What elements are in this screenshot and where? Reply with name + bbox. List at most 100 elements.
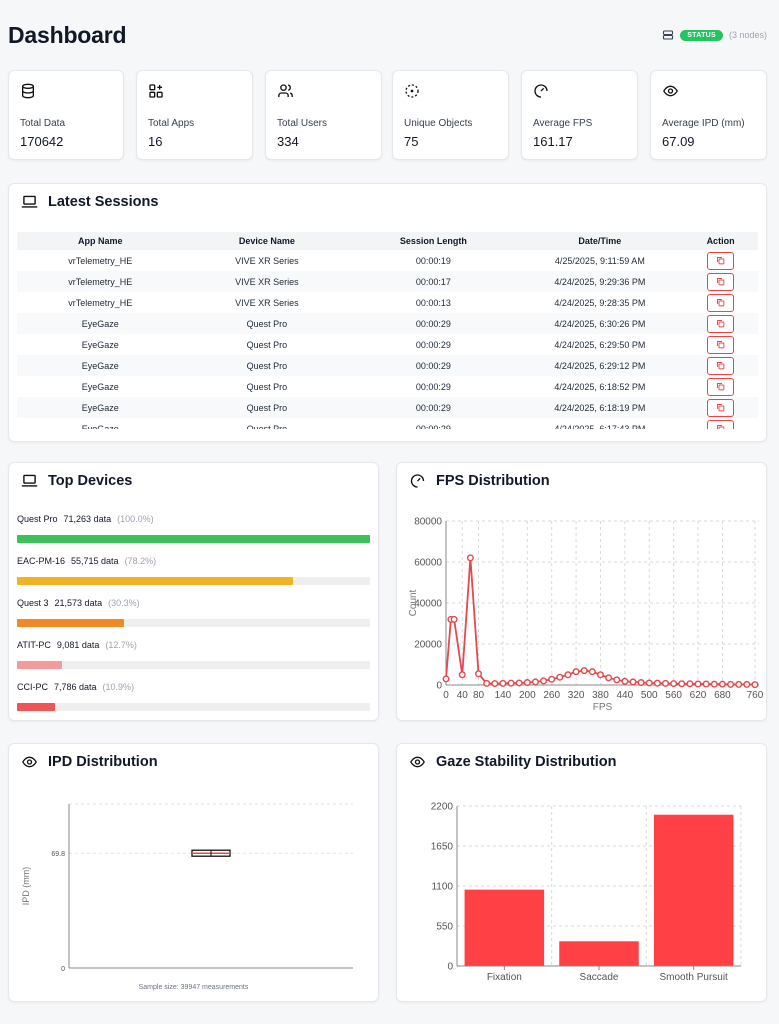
status-indicator: STATUS (3 nodes) xyxy=(662,29,767,41)
fps-data-point[interactable] xyxy=(694,680,702,688)
fps-data-point[interactable] xyxy=(491,680,499,688)
x-tick-label: 200 xyxy=(519,690,536,701)
table-cell: 00:00:29 xyxy=(350,397,517,418)
eye-icon xyxy=(410,756,425,768)
fps-data-point[interactable] xyxy=(475,670,483,678)
fps-data-point[interactable] xyxy=(735,680,743,688)
stat-card-average-ipd: Average IPD (mm) 67.09 xyxy=(650,70,767,160)
fps-data-point[interactable] xyxy=(613,676,621,684)
fps-data-point[interactable] xyxy=(572,668,580,676)
fps-data-point[interactable] xyxy=(564,671,572,679)
table-cell: 00:00:29 xyxy=(415,339,451,350)
column-header: Action xyxy=(683,232,758,250)
stat-card-average-fps: Average FPS 161.17 xyxy=(521,70,638,160)
action-cell xyxy=(683,418,758,429)
fps-data-point[interactable] xyxy=(637,679,645,687)
latest-sessions-card: Latest Sessions App Name Device Name Ses… xyxy=(8,183,767,442)
device-bar-track xyxy=(17,619,370,627)
device-label-line: EAC-PM-16 55,715 data (78.2%) xyxy=(17,556,370,566)
fps-data-point[interactable] xyxy=(442,675,450,683)
users-icon xyxy=(278,84,293,97)
table-row: vrTelemetry_HE VIVE XR Series 00:00:13 4/24… xyxy=(17,292,758,313)
copy-button[interactable] xyxy=(707,293,735,312)
gaze-bar[interactable] xyxy=(464,889,545,966)
table-cell: EyeGaze xyxy=(81,381,119,392)
fps-data-point[interactable] xyxy=(499,679,507,687)
gaze-bar[interactable] xyxy=(653,814,734,966)
action-cell xyxy=(683,397,758,418)
action-cell xyxy=(683,355,758,376)
fps-data-point[interactable] xyxy=(751,681,759,689)
y-axis-label: IPD (mm) xyxy=(21,867,31,906)
fps-data-point[interactable] xyxy=(580,667,588,675)
copy-button[interactable] xyxy=(707,356,735,375)
fps-data-point[interactable] xyxy=(670,680,678,688)
copy-icon xyxy=(717,362,725,370)
x-tick-label: Saccade xyxy=(580,972,619,983)
table-cell: 00:00:29 xyxy=(350,355,517,376)
copy-button[interactable] xyxy=(707,398,735,417)
stat-label: Average IPD (mm) xyxy=(662,118,745,129)
y-tick-label: 1100 xyxy=(431,882,453,893)
stat-value: 67.09 xyxy=(662,134,695,149)
gaze-chart: 0 550 1100 1650 2200 Fixation Saccade Smooth Pu… xyxy=(431,802,742,983)
fps-data-point[interactable] xyxy=(596,671,604,679)
fps-data-point[interactable] xyxy=(645,679,653,687)
copy-button[interactable] xyxy=(707,335,735,354)
status-nodes: (3 nodes) xyxy=(728,30,767,40)
sessions-table-wrap[interactable]: App Name Device Name Session Length Date… xyxy=(17,232,758,429)
fps-data-point[interactable] xyxy=(743,680,751,688)
x-tick-label: 560 xyxy=(665,690,682,701)
fps-data-point[interactable] xyxy=(540,677,548,685)
fps-data-point[interactable] xyxy=(507,679,515,687)
x-tick-label: 380 xyxy=(592,690,609,701)
fps-data-point[interactable] xyxy=(653,679,661,687)
table-row: vrTelemetry_HE VIVE XR Series 00:00:17 4/24… xyxy=(17,271,758,292)
fps-data-point[interactable] xyxy=(531,678,539,686)
fps-data-point[interactable] xyxy=(548,675,556,683)
fps-data-point[interactable] xyxy=(483,679,491,687)
fps-data-point[interactable] xyxy=(678,680,686,688)
copy-button[interactable] xyxy=(707,377,735,396)
action-cell xyxy=(683,271,758,292)
y-tick-label: 0 xyxy=(61,966,65,973)
fps-data-point[interactable] xyxy=(686,680,694,688)
fps-data-point[interactable] xyxy=(450,615,458,623)
fps-data-point[interactable] xyxy=(718,680,726,688)
copy-button[interactable] xyxy=(707,272,735,291)
fps-data-point[interactable] xyxy=(629,678,637,686)
fps-data-point[interactable] xyxy=(556,673,564,681)
y-tick-label: 20000 xyxy=(414,640,442,651)
copy-button[interactable] xyxy=(707,251,735,270)
fps-data-point[interactable] xyxy=(466,554,474,562)
device-bar-fill xyxy=(17,535,370,543)
gaze-bar[interactable] xyxy=(559,941,639,966)
table-cell: 00:00:29 xyxy=(350,313,517,334)
device-item: EAC-PM-16 55,715 data (78.2%) xyxy=(17,556,370,596)
copy-button[interactable] xyxy=(707,314,735,333)
fps-data-point[interactable] xyxy=(588,668,596,676)
table-cell: EyeGaze xyxy=(17,397,184,418)
x-tick-label: 260 xyxy=(543,690,560,701)
fps-data-point[interactable] xyxy=(702,680,710,688)
fps-data-point[interactable] xyxy=(727,680,735,688)
ipd-title: IPD Distribution xyxy=(48,754,158,770)
y-tick-label: 80000 xyxy=(414,517,442,528)
table-cell: VIVE XR Series xyxy=(235,255,299,266)
fps-data-point[interactable] xyxy=(523,679,531,687)
gaze-stability-card: Gaze Stability Distribution 0 550 1100 1650… xyxy=(396,743,767,1002)
x-tick-label: 40 xyxy=(457,690,469,701)
fps-data-point[interactable] xyxy=(710,680,718,688)
fps-data-point[interactable] xyxy=(662,679,670,687)
table-cell: Quest Pro xyxy=(183,313,351,334)
fps-data-point[interactable] xyxy=(458,671,466,679)
fps-data-point[interactable] xyxy=(605,674,613,682)
device-percent: (30.3%) xyxy=(108,598,140,608)
copy-icon xyxy=(717,299,725,307)
card-title: Top Devices xyxy=(21,473,132,489)
copy-button[interactable] xyxy=(707,419,735,429)
fps-data-point[interactable] xyxy=(515,679,523,687)
device-bar-fill xyxy=(17,577,294,585)
fps-data-point[interactable] xyxy=(621,677,629,685)
device-percent: (10.9%) xyxy=(102,682,135,692)
